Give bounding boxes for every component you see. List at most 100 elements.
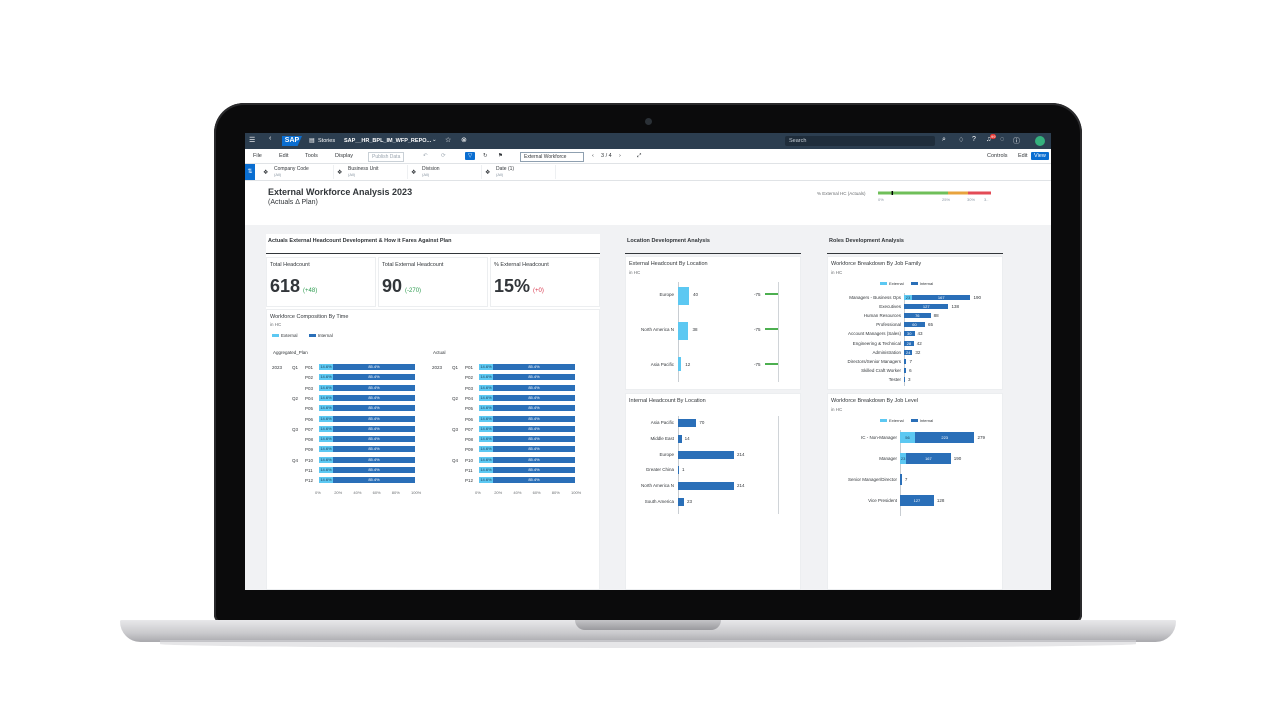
search-icon[interactable]: ⌕ bbox=[942, 136, 946, 143]
total-value: 6 bbox=[909, 367, 912, 373]
sap-logo: SAP bbox=[282, 136, 302, 146]
internal-bar: 30 bbox=[904, 331, 915, 337]
external-segment: 14.6% bbox=[319, 384, 334, 391]
edit-menu[interactable]: Edit bbox=[279, 153, 289, 159]
composition-bar: 14.6% 85.4% bbox=[479, 477, 575, 484]
internal-segment: 85.4% bbox=[333, 374, 415, 381]
favorite-star-icon[interactable]: ☆ bbox=[445, 137, 452, 144]
internal-location-bar bbox=[678, 466, 679, 475]
bookmark-icon[interactable]: ⚑ bbox=[498, 153, 503, 159]
external-segment: 14.6% bbox=[479, 456, 494, 463]
variance-value: -75 bbox=[754, 362, 761, 367]
redo-icon[interactable]: ⟳ bbox=[441, 153, 446, 159]
internal-bar: 24 bbox=[904, 349, 913, 355]
location-label: Middle East bbox=[650, 435, 674, 441]
share-icon[interactable]: ⊗ bbox=[461, 137, 467, 144]
filter-2[interactable]: ❖ Division (All) bbox=[407, 165, 482, 179]
back-icon[interactable]: ‹ bbox=[269, 135, 272, 142]
help-icon[interactable]: ? bbox=[972, 136, 976, 143]
composition-quarter: Q3 bbox=[452, 427, 459, 432]
internal-segment: 85.4% bbox=[493, 425, 575, 432]
internal-location-bar bbox=[678, 434, 682, 443]
composition-period: P01 bbox=[465, 365, 474, 370]
refresh-icon[interactable]: ↻ bbox=[483, 153, 488, 159]
external-segment: 14.6% bbox=[319, 364, 334, 370]
external-segment: 14.6% bbox=[479, 425, 494, 432]
internal-bar: 28 bbox=[904, 340, 914, 346]
composition-bar: 14.6% 85.4% bbox=[479, 415, 575, 422]
actuals-section-title: Actuals External Headcount Development &… bbox=[268, 238, 452, 244]
axis-line bbox=[678, 416, 679, 514]
composition-bar: 14.6% 85.4% bbox=[479, 425, 575, 432]
controls-button[interactable]: Controls bbox=[987, 153, 1008, 159]
filter-1[interactable]: ❖ Business Unit (All) bbox=[333, 165, 408, 179]
page-prev-icon[interactable]: ‹ bbox=[592, 153, 594, 159]
page-next-icon[interactable]: › bbox=[619, 153, 621, 159]
filter-icon[interactable]: ▽ bbox=[465, 152, 476, 160]
view-button[interactable]: View bbox=[1031, 152, 1049, 160]
search-input[interactable]: Search bbox=[785, 136, 935, 146]
location-section-title: Location Development Analysis bbox=[627, 238, 710, 244]
composition-bar: 14.6% 85.4% bbox=[319, 364, 415, 370]
internal-segment: 85.4% bbox=[333, 446, 415, 453]
external-location-unit: in HC bbox=[629, 270, 641, 275]
composition-year: 2023 bbox=[432, 365, 443, 370]
location-label: North America N bbox=[640, 483, 674, 489]
composition-bar: 14.6% 85.4% bbox=[479, 456, 575, 463]
composition-quarter: Q2 bbox=[452, 396, 459, 401]
external-segment: 14.6% bbox=[319, 394, 334, 401]
fullscreen-icon[interactable]: ⤢ bbox=[637, 153, 642, 159]
story-name[interactable]: SAP__HR_BPL_IM_WFP_REPO... bbox=[344, 138, 432, 144]
filter-panel-icon[interactable]: ⇅ bbox=[245, 164, 255, 180]
job-family-title: Workforce Breakdown By Job Family bbox=[831, 261, 922, 267]
internal-location-card: Internal Headcount By Location Asia Paci… bbox=[625, 393, 801, 590]
composition-period: P06 bbox=[305, 416, 314, 422]
composition-quarter: Q4 bbox=[452, 458, 459, 463]
location-label: Greater China bbox=[645, 467, 674, 473]
composition-tick: 40% bbox=[513, 490, 522, 495]
composition-period: P10 bbox=[305, 457, 314, 463]
category-label: Directors/Senior Managers bbox=[847, 358, 901, 364]
variance-value: -75 bbox=[754, 327, 761, 332]
menu-icon[interactable]: ☰ bbox=[249, 137, 256, 144]
file-menu[interactable]: File bbox=[253, 153, 262, 159]
display-menu[interactable]: Display bbox=[335, 153, 354, 159]
internal-bar bbox=[904, 376, 906, 382]
internal-bar bbox=[904, 358, 907, 364]
composition-bar: 14.6% 85.4% bbox=[479, 467, 575, 473]
filter-icon: ❖ bbox=[485, 170, 491, 176]
composition-tick: 80% bbox=[391, 490, 400, 495]
stories-link[interactable]: Stories bbox=[318, 138, 336, 144]
external-segment: 14.6% bbox=[479, 364, 494, 370]
chevron-down-icon[interactable]: ⌄ bbox=[432, 137, 437, 143]
internal-segment: 85.4% bbox=[333, 415, 415, 422]
right-axis-line bbox=[778, 416, 779, 514]
composition-card: Workforce Composition By Time in HC Exte… bbox=[266, 309, 600, 590]
location-label: Asia Pacific bbox=[650, 362, 674, 367]
avatar[interactable] bbox=[1035, 136, 1045, 146]
info-icon[interactable]: ⓘ bbox=[1013, 138, 1020, 145]
composition-period: P12 bbox=[305, 478, 314, 484]
page-select[interactable]: External Workforce bbox=[520, 152, 584, 162]
tools-menu[interactable]: Tools bbox=[305, 153, 318, 159]
external-location-card: External Headcount By Location in HC Eur… bbox=[625, 256, 801, 390]
internal-location-value: 214 bbox=[737, 451, 745, 457]
bell-icon[interactable]: ♫ bbox=[986, 136, 992, 143]
internal-location-bar bbox=[678, 419, 697, 427]
lightbulb-icon[interactable]: ♢ bbox=[958, 137, 965, 144]
composition-bar: 14.6% 85.4% bbox=[479, 384, 575, 391]
filter-3[interactable]: ❖ Date (1) (All) bbox=[481, 165, 556, 179]
chat-icon[interactable]: ◌ bbox=[1000, 136, 1005, 143]
variance-bar bbox=[765, 328, 778, 330]
publish-data-button[interactable]: Publish Data bbox=[368, 152, 405, 162]
internal-segment: 85.4% bbox=[333, 477, 415, 484]
screen: ☰ ‹ SAP ▤ Stories SAP__HR_BPL_IM_WFP_REP… bbox=[245, 133, 1051, 590]
undo-icon[interactable]: ↶ bbox=[423, 153, 428, 159]
total-value: 42 bbox=[916, 340, 922, 346]
external-bar: 23 bbox=[904, 295, 913, 300]
edit-button[interactable]: Edit bbox=[1018, 153, 1028, 159]
filter-0[interactable]: ❖ Company Code (All) bbox=[259, 165, 334, 179]
category-label: Professional bbox=[876, 322, 901, 328]
external-segment: 14.6% bbox=[319, 405, 334, 412]
laptop-base-notch bbox=[575, 620, 721, 630]
